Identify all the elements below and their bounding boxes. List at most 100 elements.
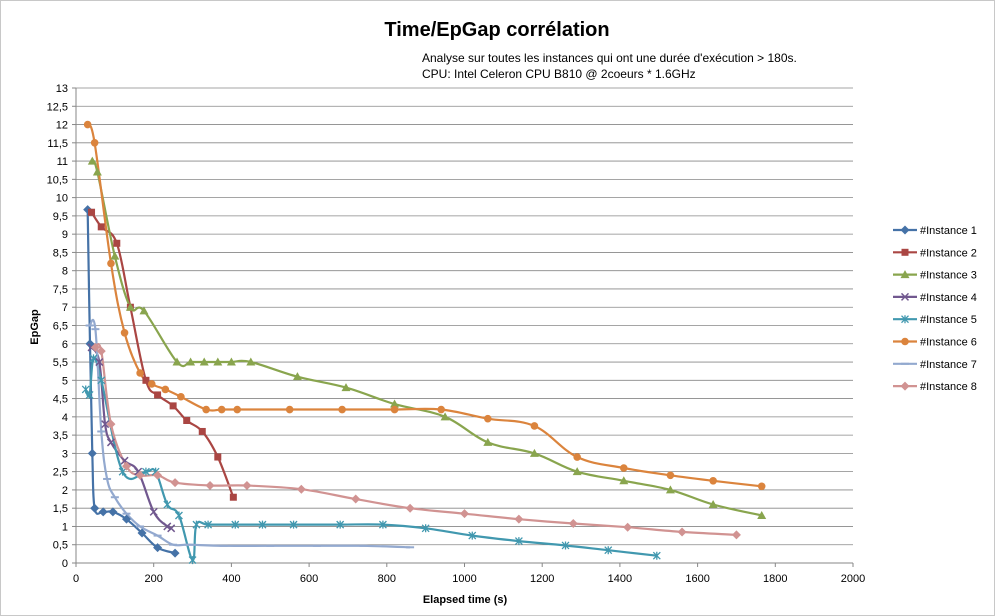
data-point-instance-3: [757, 511, 767, 519]
subtitle-line-1: Analyse sur toutes les instances qui ont…: [422, 51, 797, 65]
data-point-instance-8: [514, 514, 524, 524]
data-point-instance-8: [296, 484, 306, 494]
y-tick-label: 13: [56, 83, 68, 95]
data-point-instance-6: [83, 120, 92, 129]
data-point-instance-2: [113, 239, 121, 247]
series-line-instance-7: [88, 318, 411, 549]
y-tick-label: 4: [62, 412, 68, 424]
data-point-instance-8: [106, 419, 116, 429]
data-point-instance-8: [677, 527, 687, 537]
data-point-instance-6: [120, 329, 129, 337]
data-point-instance-1: [90, 503, 100, 513]
data-point-instance-6: [709, 476, 717, 485]
y-tick-label: 2: [62, 485, 68, 497]
data-point-instance-8: [351, 494, 361, 504]
x-tick-label: 1200: [530, 573, 554, 585]
data-point-instance-5: [204, 520, 213, 529]
data-point-instance-1: [108, 507, 118, 517]
data-point-instance-3: [139, 306, 149, 315]
data-point-instance-1: [87, 448, 97, 458]
data-point-instance-5: [652, 551, 661, 560]
legend-label-instance-8: #Instance 8: [920, 381, 977, 393]
data-point-instance-6: [573, 453, 581, 461]
chart-title: Time/EpGap corrélation: [384, 19, 609, 41]
series-markers: [81, 120, 767, 565]
data-point-instance-5: [141, 467, 150, 476]
data-point-instance-5: [231, 520, 240, 529]
data-point-instance-3: [246, 357, 256, 366]
y-tick-label: 7,5: [53, 284, 68, 296]
legend-swatch-marker: [900, 270, 910, 279]
data-point-instance-3: [172, 357, 182, 366]
x-axis-title: Elapsed time (s): [423, 594, 508, 606]
legend-swatch-marker: [900, 225, 910, 235]
legend-label-instance-7: #Instance 7: [920, 359, 977, 371]
data-point-instance-5: [89, 354, 98, 363]
data-point-instance-5: [378, 520, 387, 529]
legend: #Instance 1 #Instance 2 #Instance 3 #Instan…: [893, 225, 977, 393]
data-point-instance-8: [731, 530, 741, 540]
data-point-instance-5: [604, 546, 613, 555]
data-point-instance-8: [153, 470, 163, 480]
x-tick-label: 600: [300, 573, 318, 585]
y-tick-label: 12: [56, 120, 68, 132]
axes: 00,511,522,533,544,555,566,577,588,599,5…: [47, 83, 866, 585]
y-tick-label: 5: [62, 375, 68, 387]
series-line-instance-2: [90, 211, 235, 498]
y-tick-label: 4,5: [53, 394, 68, 406]
y-tick-label: 8,5: [53, 247, 68, 259]
data-point-instance-3: [665, 485, 675, 494]
data-point-instance-6: [217, 405, 226, 414]
data-point-instance-2: [229, 493, 237, 501]
data-point-instance-6: [484, 414, 492, 423]
data-point-instance-3: [483, 437, 493, 446]
data-point-instance-6: [202, 405, 210, 414]
data-point-instance-2: [88, 208, 96, 216]
legend-swatch-marker: [901, 315, 909, 324]
legend-label-instance-1: #Instance 1: [920, 225, 977, 237]
data-point-instance-3: [619, 476, 629, 485]
series-line-instance-8: [94, 342, 737, 536]
data-point-instance-1: [153, 543, 163, 553]
data-point-instance-6: [437, 405, 445, 414]
data-point-instance-6: [147, 380, 156, 388]
y-tick-label: 2,5: [53, 467, 68, 479]
x-tick-label: 1000: [452, 573, 476, 585]
x-tick-label: 1400: [608, 573, 632, 585]
data-point-instance-5: [468, 531, 477, 540]
data-point-instance-6: [619, 464, 628, 472]
y-tick-label: 9,5: [53, 211, 68, 223]
legend-swatch-marker: [901, 337, 909, 346]
y-tick-label: 12,5: [47, 101, 68, 113]
y-tick-label: 6: [62, 339, 68, 351]
data-point-instance-2: [214, 453, 222, 461]
y-tick-label: 11: [57, 156, 68, 168]
data-point-instance-6: [390, 405, 399, 414]
data-point-instance-8: [405, 503, 415, 513]
data-point-instance-8: [170, 478, 180, 488]
x-tick-label: 1800: [763, 573, 787, 585]
legend-label-instance-5: #Instance 5: [920, 314, 977, 326]
y-tick-label: 0: [62, 558, 68, 570]
data-point-instance-6: [666, 471, 675, 480]
x-tick-label: 1600: [685, 573, 709, 585]
data-point-instance-2: [183, 417, 191, 424]
legend-swatch-marker: [900, 381, 910, 391]
data-point-instance-4: [149, 507, 158, 516]
data-point-instance-5: [188, 556, 197, 565]
data-point-instance-2: [154, 391, 162, 399]
data-point-instance-3: [110, 251, 120, 260]
x-tick-label: 2000: [841, 573, 865, 585]
series-line-instance-3: [91, 159, 762, 517]
data-point-instance-4: [106, 438, 115, 447]
data-point-instance-5: [163, 500, 172, 509]
y-tick-label: 9: [62, 229, 68, 241]
data-point-instance-6: [530, 422, 539, 430]
x-tick-label: 800: [378, 573, 396, 585]
data-point-instance-3: [226, 357, 236, 366]
x-tick-label: 200: [145, 573, 163, 585]
data-point-instance-2: [97, 223, 105, 231]
data-point-instance-8: [122, 461, 132, 471]
